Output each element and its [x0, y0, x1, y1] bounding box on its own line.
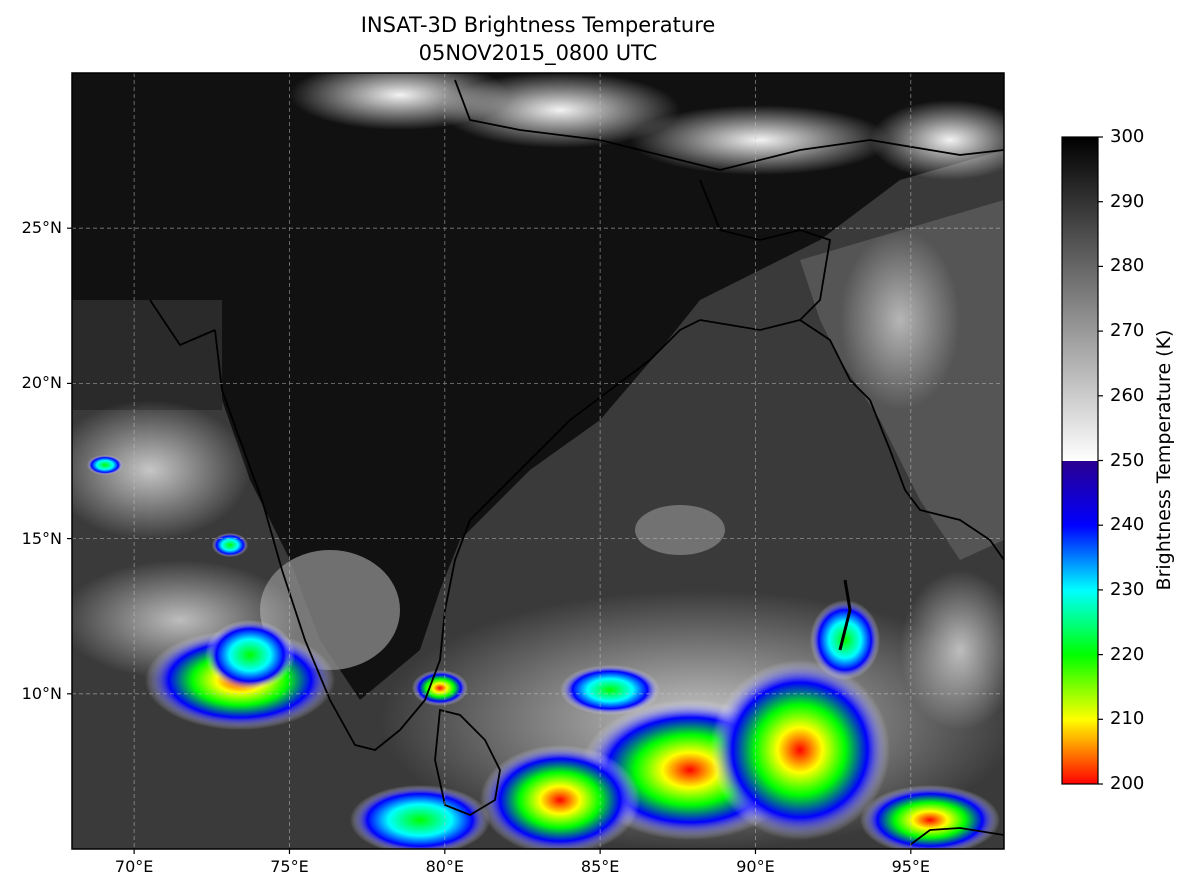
- map-subtitle: 05NOV2015_0800 UTC: [418, 41, 658, 65]
- lat-tick-label: 25°N: [21, 218, 62, 238]
- lat-tick-label: 20°N: [21, 373, 62, 393]
- lon-tick-label: 75°E: [270, 857, 309, 876]
- lon-tick-label: 85°E: [580, 857, 620, 876]
- imagery-layer: [72, 73, 1004, 849]
- colorbar-tick-label: 270: [1110, 320, 1145, 342]
- lon-tick-label: 95°E: [891, 857, 931, 876]
- tick-marks: [67, 227, 912, 854]
- sri-lanka: [434, 708, 501, 817]
- storm-bay-2: [710, 660, 890, 840]
- colorbar-tick-label: 300: [1110, 126, 1145, 147]
- lat-tick-label: 10°N: [21, 683, 62, 703]
- andaman-islands: [838, 579, 852, 651]
- colorbar-ticks: [1098, 136, 1103, 785]
- storm-west-small: [87, 455, 123, 475]
- storm-bay-3: [480, 745, 640, 849]
- map-title: INSAT-3D Brightness Temperature: [360, 13, 716, 37]
- storm-southeast: [860, 785, 1000, 849]
- lat-tick-label: 15°N: [21, 528, 62, 548]
- bay-haze: [635, 505, 725, 555]
- gridlines: [72, 73, 1004, 849]
- lon-tick-label: 80°E: [425, 857, 465, 876]
- colorbar-tick-label: 230: [1110, 578, 1145, 600]
- cloud-north-4: [870, 100, 1004, 180]
- colorbar: [1061, 136, 1103, 785]
- cloud-west: [72, 400, 250, 540]
- colorbar-tick-label: 240: [1110, 514, 1145, 536]
- storm-bay-4: [560, 665, 660, 715]
- land-dark: [72, 73, 1004, 700]
- storm-sri-lanka-north: [412, 670, 468, 706]
- storm-arabian-core: [205, 620, 295, 690]
- storm-andaman: [810, 600, 880, 680]
- lon-tick-label: 70°E: [114, 857, 154, 876]
- colorbar-grey-segment: [1062, 137, 1098, 461]
- colorbar-title: Brightness Temperature (K): [1153, 329, 1175, 591]
- map-frame: [71, 72, 1005, 850]
- cloud-southeast: [900, 570, 1004, 730]
- cloud-east: [840, 230, 960, 410]
- cloud-north-2: [440, 73, 680, 148]
- colorbar-tick-label: 280: [1110, 255, 1145, 277]
- arabian-sea-tone: [72, 300, 222, 410]
- colorbar-tick-label: 250: [1110, 449, 1145, 471]
- cloud-north-3: [630, 105, 890, 175]
- storm-west-small-2: [212, 533, 248, 557]
- coastlines: [149, 79, 1004, 846]
- colorbar-tick-label: 260: [1110, 384, 1145, 406]
- colorbar-tick-label: 200: [1110, 773, 1145, 794]
- colorbar-tick-label: 210: [1110, 708, 1145, 730]
- storm-south-1: [350, 785, 490, 849]
- colorbar-tick-label: 290: [1110, 190, 1145, 212]
- colorbar-tick-label: 220: [1110, 643, 1145, 665]
- lon-tick-label: 90°E: [736, 857, 775, 876]
- colorbar-color-segment: [1062, 461, 1098, 784]
